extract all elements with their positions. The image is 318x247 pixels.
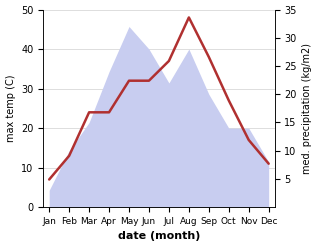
Y-axis label: max temp (C): max temp (C) — [5, 75, 16, 142]
Y-axis label: med. precipitation (kg/m2): med. precipitation (kg/m2) — [302, 43, 313, 174]
X-axis label: date (month): date (month) — [118, 231, 200, 242]
